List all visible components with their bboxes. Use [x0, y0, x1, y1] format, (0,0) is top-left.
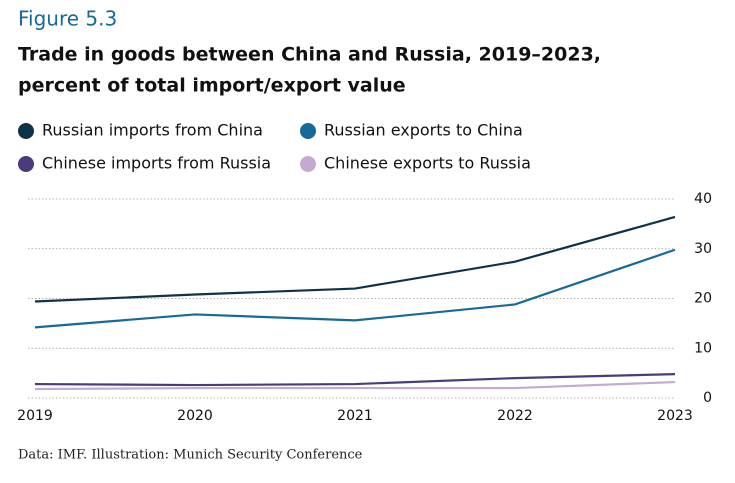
chart-subtitle: percent of total import/export value — [18, 75, 406, 97]
series-line — [34, 373, 676, 387]
legend-label: Chinese imports from Russia — [42, 154, 271, 173]
x-tick-label: 2020 — [177, 408, 213, 424]
series-line — [34, 248, 676, 329]
chart-title: Trade in goods between China and Russia,… — [18, 44, 601, 66]
y-tick-label: 0 — [703, 390, 712, 406]
y-tick-label: 10 — [694, 340, 712, 356]
legend-marker — [18, 123, 34, 139]
y-tick-label: 40 — [694, 191, 712, 207]
legend-label: Russian exports to China — [324, 121, 523, 140]
series-line — [34, 215, 676, 303]
y-tick-label: 20 — [694, 291, 712, 307]
source: Data: IMF. Illustration: Munich Security… — [18, 448, 363, 463]
legend-label: Chinese exports to Russia — [324, 154, 531, 173]
x-tick-label: 2021 — [337, 408, 373, 424]
series-line — [34, 380, 676, 391]
x-tick-label: 2022 — [497, 408, 533, 424]
legend-marker — [300, 156, 316, 172]
legend-marker — [300, 123, 316, 139]
legend-label: Russian imports from China — [42, 121, 263, 140]
x-tick-label: 2019 — [17, 408, 53, 424]
y-tick-label: 30 — [694, 241, 712, 257]
x-tick-label: 2023 — [657, 408, 693, 424]
figure-label: Figure 5.3 — [18, 7, 117, 31]
legend-marker — [18, 156, 34, 172]
